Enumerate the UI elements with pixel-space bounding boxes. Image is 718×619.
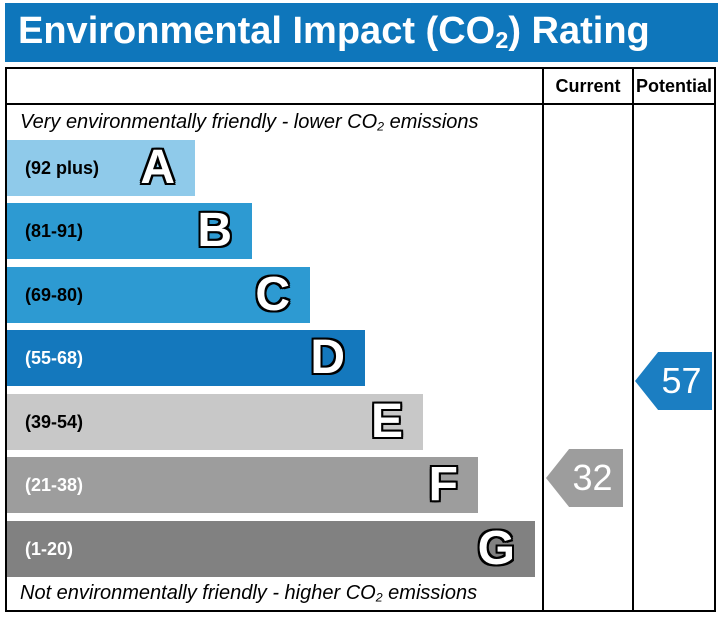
band-b-row: (81-91) B <box>7 203 252 259</box>
page-title: Environmental Impact (CO2) Rating <box>5 10 650 54</box>
current-column-divider <box>542 69 544 610</box>
band-f-row: (21-38) F <box>7 457 478 513</box>
band-e-letter: E <box>370 395 403 448</box>
band-d-row: (55-68) D <box>7 330 365 386</box>
top-caption: Very environmentally friendly - lower CO… <box>20 111 479 134</box>
page-title-text-end: ) Rating <box>508 10 650 53</box>
top-caption-text: Very environmentally friendly - lower CO <box>20 111 378 133</box>
band-c-range: (69-80) <box>25 284 84 305</box>
band-f-letter: F <box>428 458 458 511</box>
current-column-header: Current <box>555 76 621 96</box>
band-g-row: (1-20) G <box>7 521 535 577</box>
page-title-subscript: 2 <box>495 27 509 54</box>
potential-rating-value: 57 <box>661 360 702 401</box>
header-row <box>7 69 714 105</box>
band-a-row: (92 plus) A <box>7 140 195 196</box>
title-bar: Environmental Impact (CO2) Rating <box>5 3 718 62</box>
band-e-range: (39-54) <box>25 411 84 432</box>
potential-column-divider <box>632 69 634 610</box>
band-c-letter: C <box>255 268 290 321</box>
current-rating-value: 32 <box>572 457 613 498</box>
bottom-caption-text: Not environmentally friendly - higher CO <box>20 582 376 604</box>
band-g-range: (1-20) <box>25 538 74 559</box>
band-e-row: (39-54) E <box>7 394 423 450</box>
bottom-caption-subscript: 2 <box>375 590 383 605</box>
top-caption-text-end: emissions <box>384 111 479 133</box>
band-a-letter: A <box>140 141 175 194</box>
band-d-range: (55-68) <box>25 347 84 368</box>
band-f-range: (21-38) <box>25 474 84 495</box>
band-b-range: (81-91) <box>25 220 84 241</box>
rating-table: Current Potential Very environmentally f… <box>5 67 716 612</box>
band-a-range: (92 plus) <box>25 157 100 178</box>
top-caption-subscript: 2 <box>377 119 385 134</box>
bottom-caption: Not environmentally friendly - higher CO… <box>20 582 477 605</box>
page-title-text: Environmental Impact (CO <box>18 10 496 53</box>
band-b-letter: B <box>197 204 232 257</box>
band-g-letter: G <box>477 522 515 575</box>
potential-column-header: Potential <box>635 76 712 96</box>
potential-rating-arrow: 57 <box>635 352 712 410</box>
bottom-caption-text-end: emissions <box>382 582 478 604</box>
band-d-letter: D <box>310 331 345 384</box>
current-rating-arrow: 32 <box>546 449 623 507</box>
band-c-row: (69-80) C <box>7 267 310 323</box>
